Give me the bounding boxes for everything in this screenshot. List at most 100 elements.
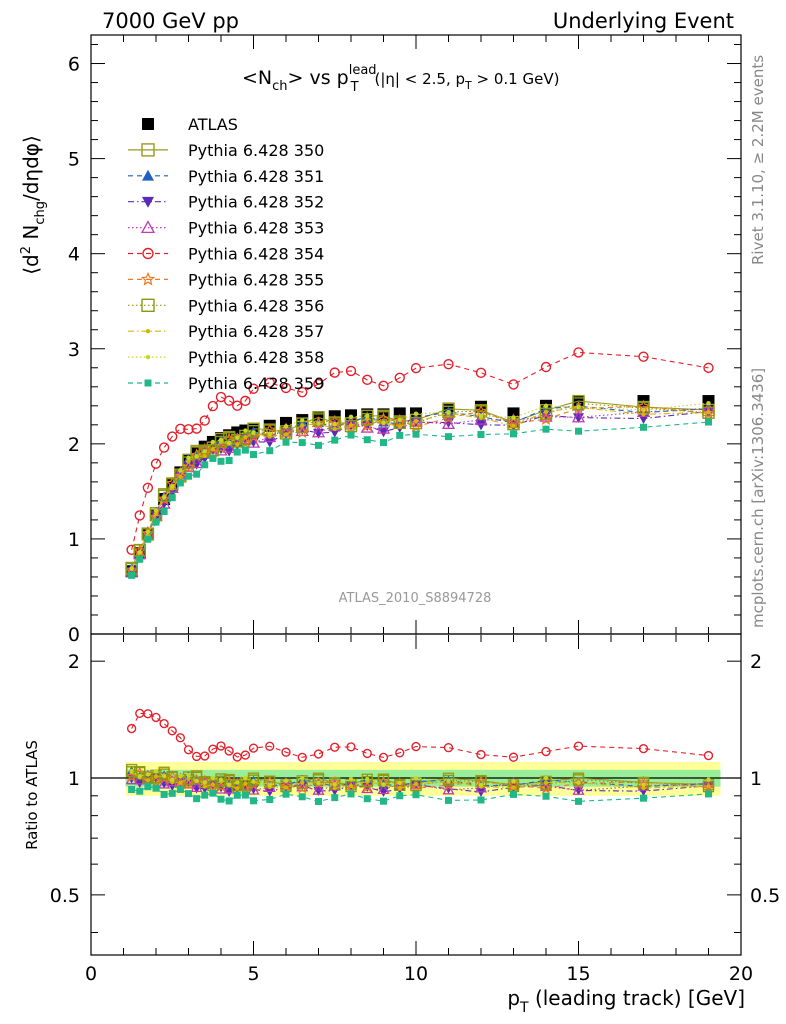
x-tick-label: 5	[247, 963, 259, 985]
legend-label: Pythia 6.428 350	[188, 141, 324, 160]
data-point	[348, 423, 354, 428]
data-point	[575, 427, 582, 435]
data-point	[543, 780, 549, 785]
data-point	[360, 780, 374, 793]
legend-label: ATLAS	[188, 115, 238, 134]
data-point	[393, 777, 406, 790]
data-point	[478, 413, 484, 419]
data-point	[381, 420, 386, 425]
data-point	[411, 741, 421, 752]
data-point	[199, 415, 210, 426]
data-point	[151, 712, 161, 723]
data-point	[202, 449, 207, 454]
data-point	[264, 377, 275, 388]
data-point	[441, 417, 456, 429]
series-line	[131, 406, 709, 570]
data-point	[225, 457, 233, 465]
data-point	[194, 778, 199, 784]
data-point	[573, 347, 584, 358]
y-tick-label-main: 3	[68, 339, 80, 361]
data-point	[543, 775, 549, 781]
y-tick-label-ratio: 2	[68, 651, 80, 673]
data-point	[209, 789, 217, 797]
data-point	[703, 362, 714, 374]
data-point	[441, 410, 456, 424]
data-point	[264, 437, 276, 448]
data-point	[238, 435, 253, 449]
legend-entry: Pythia 6.428 352	[128, 193, 324, 212]
data-point	[150, 458, 162, 469]
data-point	[572, 783, 585, 795]
data-point	[474, 781, 488, 793]
data-point	[539, 412, 553, 425]
data-point	[128, 786, 136, 794]
data-point	[178, 468, 183, 473]
data-point	[412, 791, 420, 799]
y-tick-label-main: 4	[68, 244, 80, 266]
data-point	[247, 774, 260, 786]
data-point	[241, 446, 249, 454]
data-point	[363, 436, 371, 444]
legend: ATLAS Pythia 6.428 350 Pythia 6.428 351 Pyt…	[128, 115, 324, 393]
data-point	[377, 783, 390, 795]
data-point	[539, 407, 553, 420]
data-point	[543, 409, 549, 415]
data-point	[543, 403, 549, 409]
data-point	[378, 427, 389, 438]
data-point	[363, 795, 371, 803]
data-point	[183, 460, 194, 471]
data-point	[705, 790, 712, 798]
data-point	[316, 421, 321, 426]
data-point	[571, 401, 586, 415]
data-point	[144, 379, 152, 387]
legend-entry: Pythia 6.428 357	[128, 322, 324, 341]
data-point	[142, 196, 154, 208]
data-point	[442, 778, 455, 791]
data-point	[240, 395, 251, 407]
data-point	[638, 743, 649, 754]
rivet-version: Rivet 3.1.10, ≥ 2.2M events	[749, 55, 767, 265]
data-point	[316, 780, 321, 786]
data-point	[176, 479, 184, 487]
x-axis-label: pT (leading track) [GeV]	[507, 986, 745, 1016]
series-line	[131, 712, 709, 758]
legend-label: Pythia 6.428 352	[188, 193, 324, 212]
data-point	[248, 383, 259, 394]
data-point	[235, 442, 240, 447]
data-point	[152, 518, 160, 526]
data-point	[701, 406, 716, 420]
data-point	[360, 418, 375, 432]
data-point	[128, 571, 136, 579]
data-point	[575, 797, 582, 805]
data-point	[185, 472, 192, 480]
data-point	[298, 439, 306, 447]
data-point	[186, 772, 191, 778]
data-point	[267, 431, 272, 437]
data-point	[223, 395, 235, 406]
data-point	[153, 769, 159, 774]
data-point	[396, 431, 404, 439]
data-point	[413, 776, 419, 781]
data-point	[283, 432, 289, 437]
legend-entry: Pythia 6.428 358	[128, 348, 324, 367]
data-point	[251, 779, 256, 784]
data-point	[235, 786, 240, 791]
data-point	[202, 453, 207, 459]
data-point	[218, 437, 224, 443]
data-point	[178, 773, 183, 779]
data-point	[312, 783, 325, 795]
data-point	[410, 362, 422, 374]
data-point	[702, 406, 715, 419]
data-point	[283, 778, 289, 783]
data-point	[224, 746, 234, 756]
data-point	[265, 741, 275, 751]
data-point	[315, 441, 322, 449]
data-point	[152, 784, 160, 792]
data-point	[409, 416, 423, 430]
legend-label: Pythia 6.428 356	[188, 296, 324, 315]
data-point	[208, 744, 218, 754]
data-point	[475, 420, 487, 431]
data-point	[331, 794, 339, 802]
x-tick-label: 15	[566, 963, 590, 985]
